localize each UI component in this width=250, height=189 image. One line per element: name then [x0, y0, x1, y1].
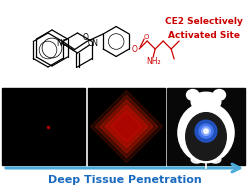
Bar	[88, 88, 164, 165]
Bar	[166, 88, 244, 165]
Polygon shape	[110, 110, 142, 143]
Text: O: O	[82, 33, 88, 42]
Polygon shape	[100, 100, 152, 153]
Ellipse shape	[209, 156, 220, 163]
Bar	[2, 88, 85, 165]
Circle shape	[194, 120, 216, 142]
Text: Deep Tissue Penetration: Deep Tissue Penetration	[48, 175, 201, 185]
Ellipse shape	[212, 90, 224, 100]
Text: NC: NC	[56, 39, 67, 47]
Ellipse shape	[190, 92, 220, 112]
Polygon shape	[90, 90, 162, 163]
Polygon shape	[105, 105, 147, 148]
Text: CE2 Selectively: CE2 Selectively	[164, 18, 242, 26]
Circle shape	[201, 127, 209, 135]
Ellipse shape	[185, 113, 226, 160]
Text: Activated Site: Activated Site	[167, 32, 239, 40]
Polygon shape	[95, 95, 157, 158]
Polygon shape	[115, 115, 137, 138]
Ellipse shape	[177, 103, 233, 163]
Circle shape	[203, 129, 207, 133]
Ellipse shape	[186, 90, 198, 100]
Text: O: O	[143, 34, 148, 40]
Text: O: O	[131, 44, 136, 53]
Text: CN: CN	[88, 39, 99, 47]
Ellipse shape	[190, 156, 201, 163]
Text: NH₂: NH₂	[145, 57, 160, 66]
Circle shape	[198, 124, 212, 138]
